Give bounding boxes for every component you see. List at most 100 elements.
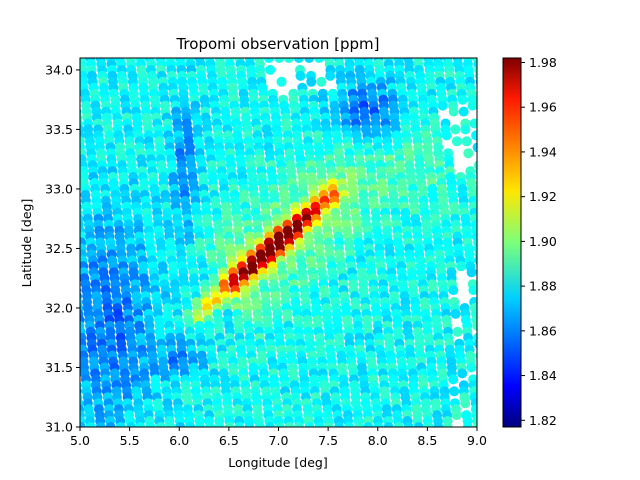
y-tick-label: 31.0 — [45, 420, 73, 435]
observation-point — [395, 434, 405, 444]
observation-point — [115, 47, 125, 57]
observation-point — [477, 89, 487, 99]
observation-point — [284, 422, 295, 427]
y-tick-label: 33.0 — [45, 181, 73, 196]
observation-point — [373, 422, 384, 427]
colorbar-tick-label: 1.90 — [529, 234, 557, 249]
x-tick-label: 5.5 — [120, 433, 140, 448]
observation-point — [154, 47, 164, 57]
y-axis: 31.0 31.5 32.0 32.5 33.0 33.5 34.0 — [45, 62, 80, 435]
y-tick-label: 34.0 — [45, 62, 73, 77]
observation-point — [462, 47, 472, 57]
observation-point — [480, 214, 490, 224]
observation-point — [395, 428, 405, 438]
observation-point — [155, 422, 166, 427]
observation-point — [196, 434, 206, 444]
observation-point — [295, 434, 305, 444]
observation-point — [265, 64, 276, 75]
observation-point — [393, 422, 404, 427]
colorbar-tick-label: 1.84 — [529, 368, 557, 383]
observation-point — [344, 422, 354, 427]
x-tick-label: 6.5 — [219, 433, 239, 448]
colorbar-tick-label: 1.82 — [529, 413, 557, 428]
observation-point — [466, 267, 477, 278]
observation-point — [67, 160, 77, 170]
observation-point — [463, 148, 474, 159]
observation-point — [68, 345, 78, 355]
colorbar-tick-label: 1.98 — [529, 55, 557, 70]
observation-point — [105, 422, 116, 427]
observation-point — [460, 124, 471, 135]
observation-point — [165, 47, 175, 57]
observation-point — [106, 428, 116, 438]
observation-point — [382, 47, 392, 57]
observation-point — [462, 422, 473, 427]
observation-point — [476, 186, 477, 192]
colorbar-tick-label: 1.96 — [529, 100, 557, 115]
observation-point — [478, 95, 488, 105]
observation-point — [256, 434, 266, 444]
observation-point — [69, 261, 79, 271]
observation-point — [157, 434, 167, 444]
observation-point — [474, 250, 477, 259]
observation-point — [205, 422, 216, 427]
y-tick-label: 33.5 — [45, 122, 73, 137]
observation-point — [283, 58, 294, 63]
observation-point — [480, 303, 490, 313]
observation-point — [478, 380, 488, 390]
colorbar-tick-label: 1.92 — [529, 189, 557, 204]
chart-title: Tropomi observation [ppm] — [175, 35, 379, 53]
observation-point — [85, 47, 95, 57]
observation-point — [481, 404, 491, 414]
observation-point — [314, 58, 325, 63]
observation-point — [66, 148, 76, 158]
observation-point — [442, 47, 452, 57]
observation-point — [146, 434, 156, 444]
observation-point — [256, 428, 266, 438]
observation-point — [452, 326, 463, 337]
observation-point — [469, 118, 477, 129]
observation-point — [473, 339, 477, 349]
observation-point — [481, 315, 491, 325]
observation-point — [85, 422, 96, 427]
x-tick-label: 9.0 — [467, 433, 487, 448]
x-tick-label: 7.5 — [318, 433, 338, 448]
observation-point — [476, 85, 477, 91]
observation-point — [345, 434, 355, 444]
observation-point — [263, 58, 274, 63]
observation-point — [448, 106, 459, 117]
observation-point — [461, 136, 472, 147]
observation-point — [115, 422, 126, 427]
observation-point — [295, 428, 305, 438]
observation-point — [412, 47, 422, 57]
observation-point — [67, 339, 77, 349]
observation-point — [422, 47, 432, 57]
observation-point — [68, 77, 78, 87]
observation-point — [80, 103, 81, 109]
observation-point — [437, 100, 448, 111]
observation-point — [304, 422, 315, 427]
observation-point — [479, 196, 489, 206]
observation-point — [69, 267, 79, 277]
observation-point — [244, 422, 255, 427]
observation-point — [468, 285, 477, 296]
observation-point — [126, 422, 136, 427]
observation-point — [481, 226, 491, 236]
observation-point — [245, 428, 255, 438]
observation-point — [295, 70, 306, 81]
observation-point — [478, 190, 488, 200]
observation-point — [125, 47, 135, 57]
observation-point — [165, 422, 176, 427]
observation-point — [363, 422, 374, 427]
observation-point — [472, 142, 477, 153]
observation-point — [304, 58, 315, 63]
observation-point — [195, 428, 205, 438]
observation-point — [255, 422, 265, 427]
observation-point — [441, 130, 452, 141]
observation-point — [354, 422, 364, 427]
observation-point — [214, 422, 225, 427]
observation-point — [451, 136, 462, 147]
observation-point — [70, 89, 80, 99]
observation-point — [413, 422, 424, 427]
